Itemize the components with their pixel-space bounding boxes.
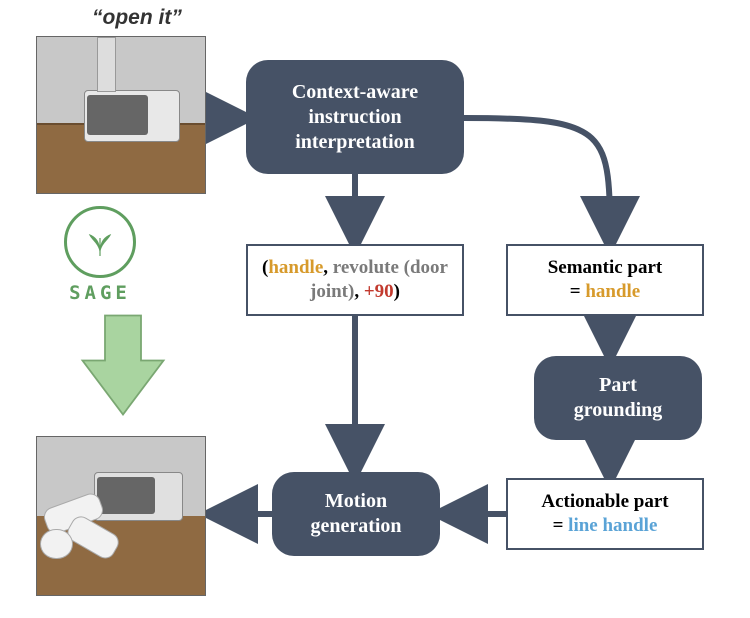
instruction-text: “open it”	[92, 6, 182, 29]
node-motion: Motion generation	[272, 472, 440, 556]
node-context: Context-aware instruction interpretation	[246, 60, 464, 174]
output-photo-arm-joint	[40, 529, 72, 559]
node-triple: (handle, revolute (door joint), +90)	[246, 244, 464, 316]
semantic-eq: =	[570, 281, 586, 302]
node-actionable: Actionable part = line handle	[506, 478, 704, 550]
edge-context-to-semantic	[464, 118, 610, 244]
input-photo-microwave-window	[87, 95, 147, 136]
triple-sep1: ,	[323, 257, 333, 278]
triple-ninety: +90	[364, 281, 394, 302]
semantic-line1: Semantic part	[548, 257, 663, 278]
node-context-line2: instruction	[308, 106, 401, 128]
triple-paren-close: )	[394, 281, 400, 302]
instruction-caption: “open it”	[92, 6, 182, 30]
diagram-canvas: { "canvas": { "width": 750, "height": 61…	[0, 0, 750, 618]
output-photo	[36, 436, 206, 596]
actionable-eq: =	[553, 515, 569, 536]
node-semantic: Semantic part = handle	[506, 244, 704, 316]
output-photo-microwave-window	[97, 477, 154, 515]
input-photo	[36, 36, 206, 194]
actionable-line1: Actionable part	[541, 491, 668, 512]
actionable-val: line handle	[568, 515, 657, 536]
partground-line2: grounding	[574, 399, 663, 421]
node-context-line3: interpretation	[295, 131, 415, 153]
input-photo-arm	[97, 37, 116, 92]
triple-handle: handle	[268, 257, 323, 278]
big-down-arrow-icon	[78, 310, 168, 420]
triple-sep2: ,	[354, 281, 364, 302]
semantic-val: handle	[585, 281, 640, 302]
sage-logo-circle	[64, 206, 136, 278]
sage-logo: SAGE	[64, 206, 136, 304]
partground-line1: Part	[599, 374, 637, 396]
edges	[206, 118, 610, 514]
node-partground: Part grounding	[534, 356, 702, 440]
leaf-icon	[80, 222, 120, 262]
motion-line1: Motion	[325, 490, 387, 512]
motion-line2: generation	[310, 515, 401, 537]
node-context-line1: Context-aware	[292, 81, 418, 103]
sage-logo-text: SAGE	[64, 282, 136, 304]
